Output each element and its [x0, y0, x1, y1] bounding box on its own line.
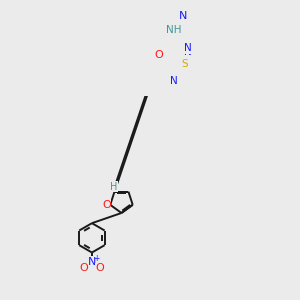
Text: N: N [184, 43, 192, 53]
Text: H: H [110, 182, 118, 191]
Text: O: O [102, 200, 111, 210]
Text: N: N [184, 46, 192, 57]
Text: N: N [169, 76, 177, 86]
Text: +: + [93, 254, 100, 262]
Text: NH: NH [166, 25, 181, 35]
Text: O: O [79, 263, 88, 273]
Text: O: O [155, 50, 164, 60]
Text: O: O [95, 263, 104, 273]
Text: N: N [178, 11, 187, 21]
Text: S: S [182, 58, 188, 68]
Text: N: N [88, 257, 96, 267]
